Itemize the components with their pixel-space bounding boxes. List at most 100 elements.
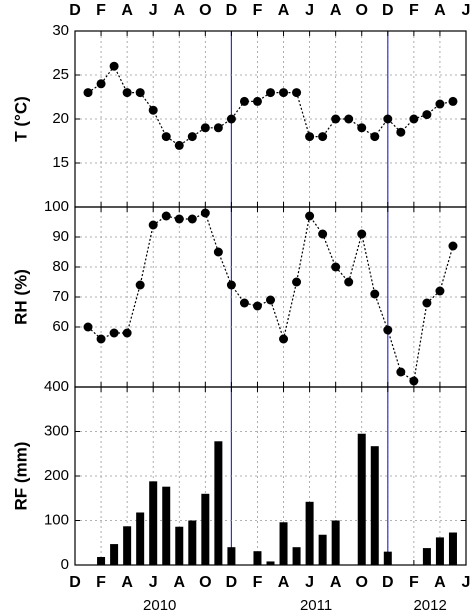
y-tick-label: 400 — [44, 378, 69, 395]
x-tick-label-top: D — [69, 2, 81, 19]
point — [370, 132, 380, 142]
year-label: 2012 — [413, 597, 446, 614]
x-tick-label-top: A — [330, 2, 342, 19]
point — [344, 277, 354, 287]
point — [409, 114, 419, 124]
x-tick-label: F — [96, 574, 106, 591]
bar — [149, 481, 158, 565]
x-tick-label: O — [356, 574, 368, 591]
y-axis-label: RF (mm) — [11, 442, 30, 511]
x-tick-label-top: J — [305, 2, 314, 19]
point — [239, 96, 249, 106]
point — [318, 229, 328, 239]
x-tick-label: J — [149, 574, 158, 591]
year-label: 2011 — [300, 597, 332, 614]
y-tick-label: 200 — [44, 467, 69, 484]
x-tick-label: J — [305, 574, 314, 591]
point — [148, 220, 158, 230]
point — [109, 61, 119, 71]
point — [422, 110, 432, 120]
point — [409, 376, 419, 386]
bar — [331, 520, 340, 565]
point — [279, 88, 289, 98]
point — [370, 289, 380, 299]
x-tick-label: D — [226, 574, 238, 591]
bar — [448, 532, 457, 565]
x-tick-label: F — [253, 574, 263, 591]
y-tick-label: 90 — [52, 228, 69, 245]
x-tick-label: F — [409, 574, 419, 591]
point — [344, 114, 354, 124]
bar — [292, 547, 301, 565]
x-tick-label: A — [278, 574, 290, 591]
point — [83, 88, 93, 98]
point — [331, 262, 341, 272]
x-tick-label-top: F — [96, 2, 106, 19]
point — [422, 298, 432, 308]
point — [135, 280, 145, 290]
bar — [97, 556, 106, 565]
x-tick-label: A — [330, 574, 342, 591]
bar — [214, 441, 223, 565]
point — [292, 277, 302, 287]
x-tick-label: D — [69, 574, 81, 591]
point — [357, 123, 367, 133]
bar — [162, 486, 171, 565]
x-tick-label-top: A — [278, 2, 290, 19]
point — [383, 325, 393, 335]
bar — [357, 433, 366, 565]
point — [122, 328, 132, 338]
point — [331, 114, 341, 124]
point — [213, 247, 223, 257]
y-tick-label: 25 — [52, 66, 69, 83]
x-tick-label-top: A — [434, 2, 446, 19]
bar — [227, 547, 236, 565]
y-tick-label: 300 — [44, 422, 69, 439]
point — [109, 328, 119, 338]
bar — [201, 493, 210, 565]
x-tick-label-top: J — [149, 2, 158, 19]
point — [200, 123, 210, 133]
point — [448, 241, 458, 251]
point — [148, 105, 158, 115]
point — [266, 88, 275, 98]
y-tick-label: 15 — [52, 154, 69, 171]
point — [122, 88, 132, 98]
y-tick-label: 70 — [52, 288, 69, 305]
point — [292, 88, 302, 98]
bar — [370, 446, 379, 565]
point — [174, 140, 184, 150]
x-tick-label-top: F — [409, 2, 419, 19]
y-axis-label: T (°C) — [11, 96, 30, 142]
point — [226, 280, 236, 290]
x-tick-label: A — [434, 574, 446, 591]
x-tick-label-top: J — [462, 2, 471, 19]
x-tick-label-top: O — [356, 2, 368, 19]
point — [266, 295, 275, 305]
x-tick-label: J — [462, 574, 471, 591]
point — [135, 88, 145, 98]
x-tick-label-top: O — [199, 2, 211, 19]
point — [435, 286, 445, 296]
point — [252, 301, 262, 311]
y-tick-label: 60 — [52, 318, 69, 335]
point — [161, 211, 171, 221]
point — [396, 367, 406, 377]
point — [396, 127, 406, 137]
point — [318, 132, 328, 142]
x-tick-label-top: A — [121, 2, 133, 19]
bar — [305, 501, 314, 565]
y-tick-label: 20 — [52, 110, 69, 127]
x-tick-label: A — [173, 574, 185, 591]
bar — [383, 551, 392, 565]
bar — [279, 522, 288, 565]
point — [213, 123, 223, 133]
x-tick-label: D — [382, 574, 394, 591]
point — [383, 114, 393, 124]
point — [96, 334, 106, 344]
bar — [266, 561, 275, 565]
point — [83, 322, 93, 332]
y-tick-label: 0 — [61, 556, 69, 573]
y-tick-label: 100 — [44, 511, 69, 528]
